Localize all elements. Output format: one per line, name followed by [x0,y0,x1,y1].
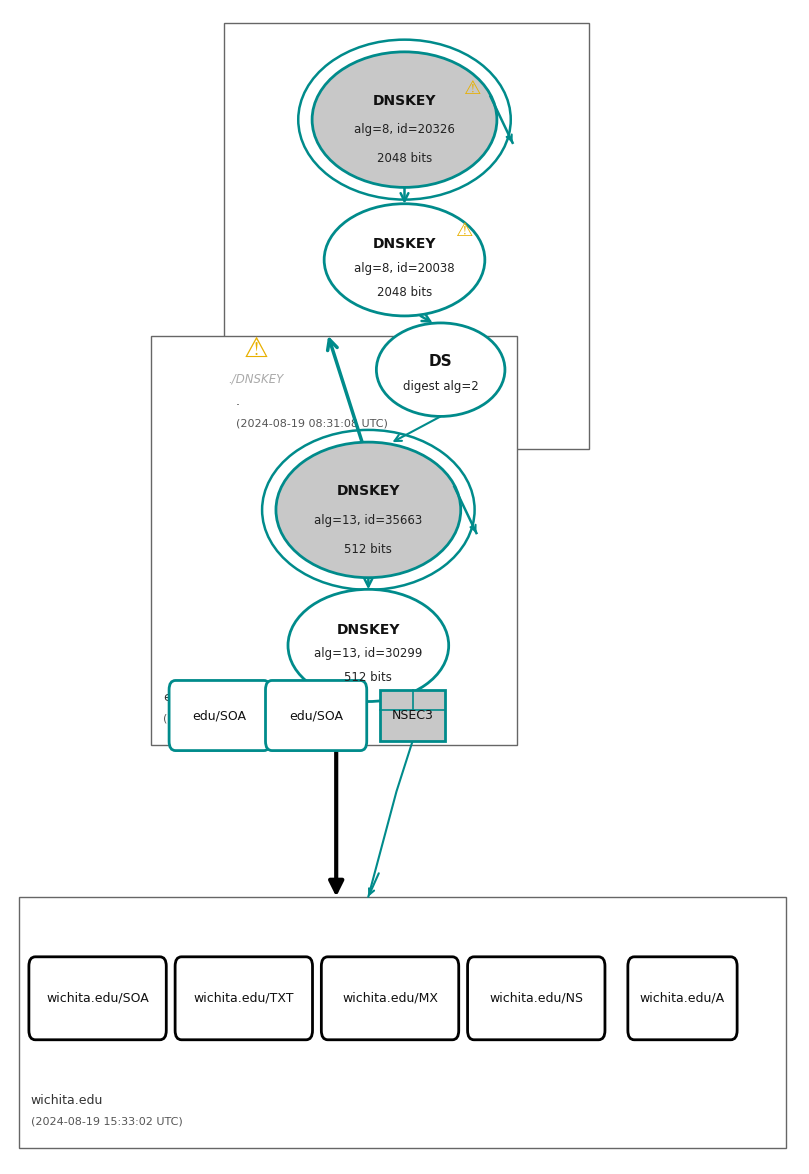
Text: DNSKEY: DNSKEY [373,237,436,251]
Text: DNSKEY: DNSKEY [337,622,400,636]
Text: 512 bits: 512 bits [345,672,392,684]
Ellipse shape [324,204,485,316]
FancyBboxPatch shape [169,681,270,750]
Text: (2024-08-19 15:33:02 UTC): (2024-08-19 15:33:02 UTC) [31,1116,183,1127]
Text: DS: DS [429,353,452,369]
Text: digest alg=2: digest alg=2 [403,379,479,392]
Text: NSEC3: NSEC3 [392,709,434,722]
FancyBboxPatch shape [321,957,459,1040]
Text: wichita.edu/MX: wichita.edu/MX [342,992,438,1005]
Text: wichita.edu/NS: wichita.edu/NS [489,992,583,1005]
Text: 2048 bits: 2048 bits [377,285,432,299]
Text: ⚠: ⚠ [456,221,473,241]
Text: edu/SOA: edu/SOA [193,709,247,722]
FancyBboxPatch shape [151,336,517,744]
Text: edu/SOA: edu/SOA [289,709,343,722]
Text: (2024-08-19 11:58:34 UTC): (2024-08-19 11:58:34 UTC) [163,714,316,723]
Text: DNSKEY: DNSKEY [337,484,400,498]
Ellipse shape [276,443,461,578]
Ellipse shape [312,52,497,188]
FancyBboxPatch shape [265,681,366,750]
FancyBboxPatch shape [380,690,445,741]
Text: ./DNSKEY: ./DNSKEY [228,372,283,385]
Text: .: . [235,396,239,409]
Ellipse shape [288,589,449,702]
Text: edu: edu [163,690,187,704]
Text: DNSKEY: DNSKEY [373,94,436,108]
Text: alg=8, id=20326: alg=8, id=20326 [354,123,455,136]
Ellipse shape [376,323,505,417]
Text: ⚠: ⚠ [464,79,481,97]
Text: wichita.edu/SOA: wichita.edu/SOA [46,992,149,1005]
Text: 2048 bits: 2048 bits [377,153,432,166]
FancyBboxPatch shape [468,957,605,1040]
Text: 512 bits: 512 bits [345,542,392,555]
Text: alg=13, id=30299: alg=13, id=30299 [314,647,422,660]
Text: alg=13, id=35663: alg=13, id=35663 [314,513,422,527]
Text: wichita.edu/TXT: wichita.edu/TXT [193,992,294,1005]
FancyBboxPatch shape [224,22,589,450]
Text: alg=8, id=20038: alg=8, id=20038 [354,262,455,275]
Text: wichita.edu: wichita.edu [31,1094,104,1107]
FancyBboxPatch shape [19,897,786,1148]
Text: wichita.edu/A: wichita.edu/A [640,992,725,1005]
FancyBboxPatch shape [175,957,312,1040]
Text: ⚠: ⚠ [244,335,269,363]
FancyBboxPatch shape [628,957,737,1040]
Text: (2024-08-19 08:31:08 UTC): (2024-08-19 08:31:08 UTC) [235,418,388,429]
FancyBboxPatch shape [29,957,167,1040]
